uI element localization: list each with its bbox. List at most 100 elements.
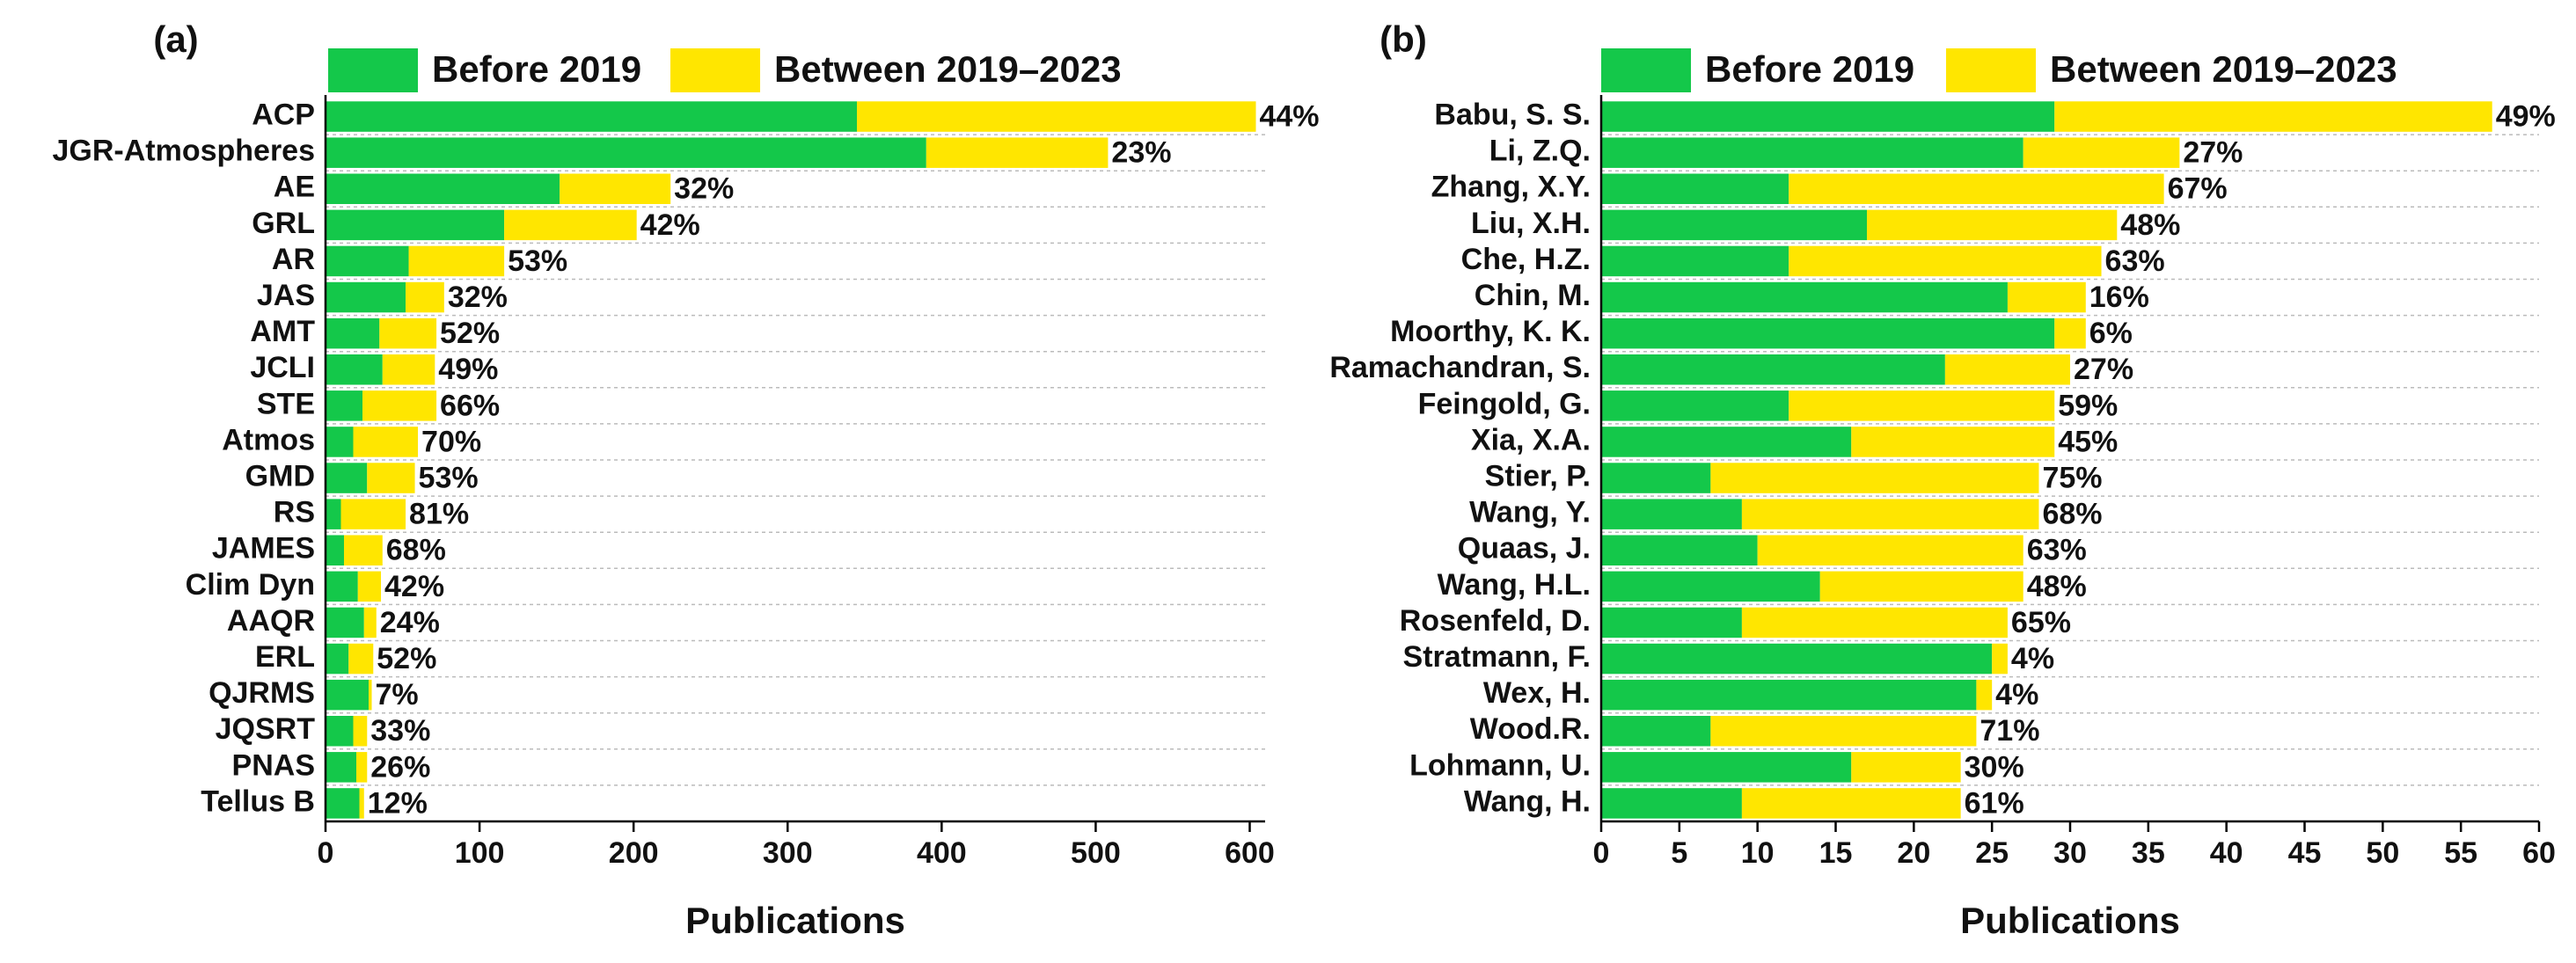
percent-label: 59% [2058, 389, 2118, 422]
bar-segment [326, 209, 505, 241]
x-tick-label: 200 [609, 836, 659, 870]
percent-label: 65% [2011, 606, 2071, 639]
percent-label: 4% [2011, 642, 2054, 675]
percent-label: 68% [2042, 498, 2102, 531]
bar-segment [1601, 643, 1993, 675]
category-label: Wang, H. [1464, 784, 1591, 818]
percent-label: 24% [380, 606, 440, 639]
bar-segment [326, 281, 406, 313]
percent-label: 53% [508, 244, 567, 278]
legend-label: Before 2019 [432, 48, 641, 90]
category-label: RS [274, 496, 315, 529]
percent-label: 6% [2089, 317, 2133, 350]
bar-segment [1944, 354, 2070, 385]
percent-label: 33% [370, 714, 430, 748]
percent-label: 75% [2042, 462, 2102, 495]
bar-segment [1601, 427, 1852, 457]
category-label: Tellus B [201, 784, 315, 818]
percent-label: 7% [376, 678, 419, 711]
percent-label: 27% [2074, 353, 2133, 386]
bar-segment [1992, 643, 2008, 675]
x-tick-label: 300 [763, 836, 813, 870]
percent-label: 27% [2183, 136, 2243, 170]
legend-label: Before 2019 [1705, 48, 1914, 90]
bar-segment [2007, 281, 2086, 313]
bar-segment [1601, 137, 2023, 168]
bar-segment [359, 788, 364, 819]
legend-swatch [328, 48, 418, 92]
bar-segment [1601, 354, 1945, 385]
bar-segment [408, 245, 505, 277]
bar-segment [326, 354, 383, 385]
category-label: GRL [252, 207, 315, 240]
category-label: Che, H.Z. [1461, 243, 1591, 276]
category-label: Wang, Y. [1469, 496, 1591, 529]
percent-label: 53% [419, 462, 479, 495]
bar-segment [1710, 715, 1977, 747]
percent-label: 32% [448, 281, 508, 314]
category-label: JCLI [250, 351, 315, 384]
bar-segment [1741, 607, 2008, 638]
legend-swatch [1601, 48, 1691, 92]
percent-label: 49% [2496, 100, 2556, 134]
bar-segment [1601, 173, 1789, 205]
percent-label: 52% [377, 642, 436, 675]
category-label: AR [272, 243, 315, 276]
percent-label: 61% [1965, 786, 2024, 820]
x-axis-title: Publications [1960, 900, 2180, 941]
bar-segment [1757, 535, 2023, 566]
bar-segment [1789, 245, 2102, 277]
percent-label: 63% [2105, 244, 2165, 278]
bar-segment [1601, 607, 1742, 638]
bar-segment [357, 571, 382, 602]
bar-segment [367, 463, 415, 493]
bar-segment [326, 463, 368, 493]
bar-segment [1976, 679, 1993, 711]
category-label: AMT [250, 315, 315, 348]
percent-label: 42% [384, 570, 444, 603]
bar-segment [1789, 390, 2055, 421]
panel-label: (a) [153, 18, 198, 60]
bar-segment [348, 643, 374, 675]
x-tick-label: 60 [2522, 836, 2556, 870]
x-tick-label: 500 [1071, 836, 1121, 870]
bar-segment [326, 535, 345, 566]
bar-segment [504, 209, 637, 241]
bar-segment [340, 499, 406, 529]
bar-segment [1601, 679, 1977, 711]
bar-segment [1601, 788, 1742, 819]
bar-segment [1601, 245, 1789, 277]
x-tick-label: 100 [455, 836, 505, 870]
bar-segment [1851, 752, 1961, 783]
bar-segment [1741, 499, 2039, 529]
percent-label: 42% [640, 208, 700, 242]
bar-segment [1601, 499, 1742, 529]
bar-segment [326, 715, 354, 747]
bar-segment [379, 317, 437, 349]
category-label: JQSRT [216, 712, 316, 746]
percent-label: 32% [674, 172, 734, 206]
x-tick-label: 25 [1975, 836, 2009, 870]
bar-segment [353, 715, 368, 747]
bar-segment [326, 571, 358, 602]
category-label: Rosenfeld, D. [1400, 604, 1591, 638]
bar-segment [1710, 463, 2039, 493]
category-label: Quaas, J. [1458, 532, 1591, 565]
bar-segment [326, 101, 858, 132]
bar-segment [2023, 137, 2180, 168]
x-tick-label: 400 [917, 836, 967, 870]
category-label: GMD [245, 460, 315, 493]
category-label: AE [274, 171, 315, 204]
x-tick-label: 55 [2444, 836, 2477, 870]
bar-segment [1601, 209, 1868, 241]
x-tick-label: 0 [1593, 836, 1610, 870]
bar-segment [326, 643, 349, 675]
bar-segment [1601, 535, 1758, 566]
bar-segment [1601, 715, 1711, 747]
bar-segment [560, 173, 671, 205]
category-label: Atmos [222, 423, 315, 456]
bar-segment [326, 679, 370, 711]
bar-segment [2054, 317, 2086, 349]
bar-segment [1789, 173, 2164, 205]
